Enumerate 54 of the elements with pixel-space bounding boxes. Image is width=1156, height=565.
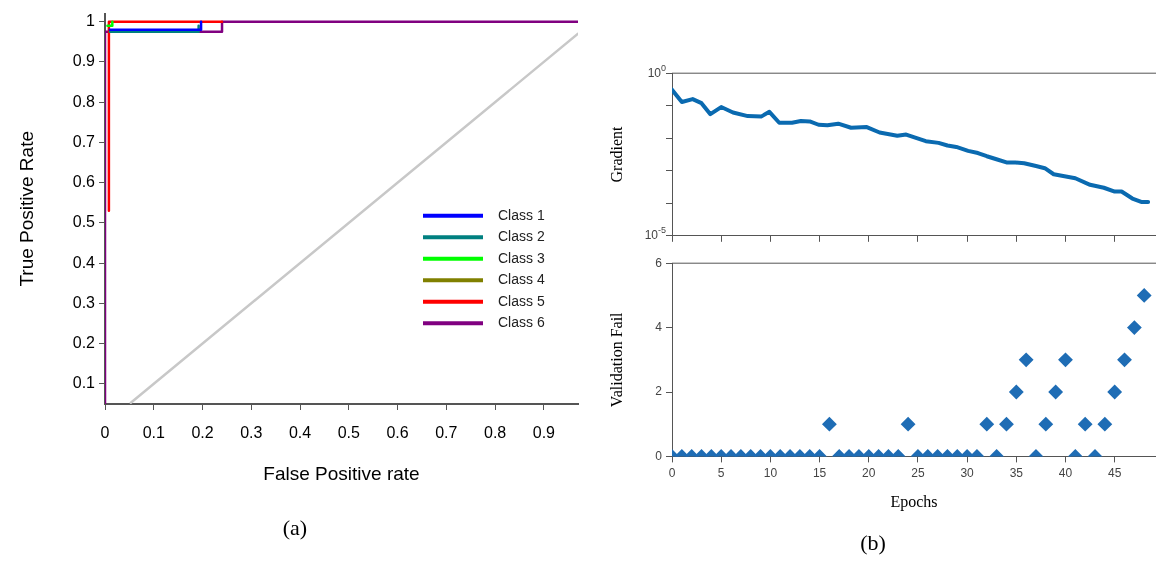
x-tick-label: 0.7 <box>435 424 458 442</box>
x-tick-label: 0.5 <box>337 424 361 442</box>
legend-label: Class 1 <box>498 206 545 223</box>
y-axis-title: Validation Fail <box>607 311 625 408</box>
x-axis-title: Epochs <box>890 492 938 511</box>
legend-label: Class 6 <box>498 314 545 331</box>
y-tick-label: 0.2 <box>72 334 96 352</box>
y-tick-label: 0.3 <box>72 293 96 311</box>
text: (a) <box>281 515 309 541</box>
x-tick-label: 0 <box>100 424 110 442</box>
y-tick-label: 2 <box>655 384 663 399</box>
y-axis-title: True Positive Rate <box>15 131 37 287</box>
y-tick-label: 6 <box>655 255 663 270</box>
point <box>1019 352 1034 367</box>
point <box>1048 385 1063 399</box>
y-tick-label: 0.7 <box>72 132 96 150</box>
x-tick-label: 45 <box>1108 465 1122 480</box>
x-tick-label: 0.6 <box>386 424 409 442</box>
x-tick-label: 0.9 <box>532 424 556 442</box>
y-tick-label: 0.4 <box>72 253 96 271</box>
x-tick-label: 40 <box>1058 465 1073 480</box>
point <box>1009 385 1024 399</box>
y-tick-label: 0.8 <box>72 92 96 110</box>
point <box>1058 352 1073 367</box>
x-tick-label: 15 <box>812 465 827 480</box>
x-tick-label: 5 <box>717 465 725 480</box>
x-tick-label: 30 <box>960 465 975 480</box>
x-tick-label: 0.2 <box>191 424 214 442</box>
point <box>1127 320 1142 335</box>
y-tick-label: 0.6 <box>72 173 96 191</box>
point <box>1107 385 1122 399</box>
y-axis-title: Gradient <box>607 125 625 183</box>
x-tick-label: 25 <box>911 465 925 480</box>
text: (b) <box>859 530 887 556</box>
x-tick-label: 0.8 <box>483 424 507 442</box>
legend-label: Class 3 <box>498 249 545 266</box>
x-tick-label: 0.4 <box>288 424 312 442</box>
y-tick-label: 0.1 <box>72 374 96 392</box>
y-tick-label: 1 <box>86 12 96 30</box>
y-tick-label: 0.5 <box>72 213 96 231</box>
y-tick-label: 0.9 <box>72 52 96 70</box>
legend-label: Class 4 <box>498 271 545 288</box>
x-tick-label: 20 <box>862 465 876 480</box>
y-tick-label: 4 <box>655 319 663 334</box>
legend-label: Class 5 <box>498 292 545 309</box>
point <box>1117 352 1132 367</box>
y-tick-label: 0 <box>655 448 663 463</box>
x-tick-label: 0.3 <box>240 424 263 442</box>
x-tick-label: 0.1 <box>142 424 165 442</box>
x-tick-label: 10 <box>763 465 778 480</box>
x-axis-title: False Positive rate <box>263 462 420 484</box>
point <box>1137 288 1152 303</box>
x-tick-label: 35 <box>1009 465 1024 480</box>
legend-label: Class 2 <box>498 228 545 245</box>
